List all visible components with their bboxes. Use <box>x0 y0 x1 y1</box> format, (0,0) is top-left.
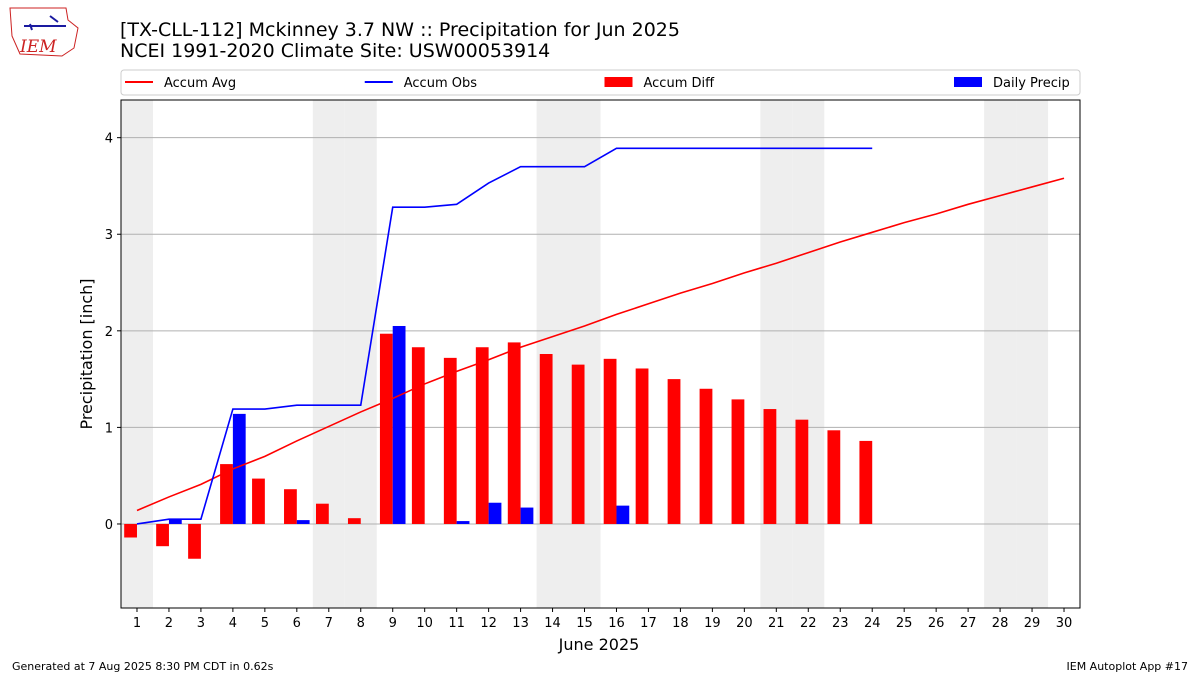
x-tick-label: 4 <box>229 616 237 631</box>
x-axis-label: June 2025 <box>558 635 640 654</box>
x-tick-label: 24 <box>864 616 881 631</box>
bar <box>827 430 841 524</box>
bar <box>616 505 630 524</box>
logo-icons <box>24 15 66 31</box>
bar <box>475 347 489 524</box>
x-tick-label: 19 <box>704 616 721 631</box>
x-tick-label: 2 <box>165 616 173 631</box>
weekend-shade <box>312 100 345 608</box>
bar <box>411 347 425 524</box>
legend-swatch <box>604 77 633 87</box>
x-tick-label: 6 <box>293 616 301 631</box>
y-tick-label: 1 <box>105 421 113 436</box>
x-tick-label: 10 <box>416 616 433 631</box>
bar <box>443 357 457 524</box>
x-tick-label: 13 <box>512 616 529 631</box>
footer-left: Generated at 7 Aug 2025 8:30 PM CDT in 0… <box>12 660 274 673</box>
x-tick-label: 7 <box>325 616 333 631</box>
plot-frame <box>120 99 1081 609</box>
x-tick-label: 18 <box>672 616 689 631</box>
x-tick-label: 23 <box>832 616 849 631</box>
line <box>136 177 1065 512</box>
bar <box>763 409 777 524</box>
y-tick-label: 0 <box>105 518 113 533</box>
bar <box>188 523 201 559</box>
weekend-shade <box>760 100 793 608</box>
bar <box>859 440 873 524</box>
legend-swatch <box>954 77 982 87</box>
footer-right: IEM Autoplot App #17 <box>1067 660 1189 673</box>
x-tick-label: 3 <box>197 616 205 631</box>
legend-label: Accum Avg <box>164 76 236 91</box>
bar <box>284 489 297 524</box>
bar <box>667 379 681 524</box>
x-tick-label: 15 <box>576 616 593 631</box>
bar <box>168 519 182 524</box>
weekend-shade <box>984 100 1017 608</box>
bar <box>347 518 361 524</box>
weekend-shade <box>344 100 377 608</box>
bar <box>635 368 649 524</box>
x-tick-label: 17 <box>640 616 657 631</box>
legend-label: Daily Precip <box>993 76 1070 91</box>
x-tick-label: 8 <box>357 616 365 631</box>
bar <box>156 523 169 547</box>
x-tick-label: 26 <box>928 616 945 631</box>
bar <box>520 507 534 524</box>
bar <box>315 503 329 524</box>
bar <box>539 354 553 524</box>
weekend-shade <box>1016 100 1049 608</box>
bar <box>488 502 502 524</box>
x-tick-label: 21 <box>768 616 785 631</box>
x-tick-label: 16 <box>608 616 625 631</box>
y-axis-label: Precipitation [inch] <box>77 278 96 429</box>
logo-outline <box>9 7 79 57</box>
bar <box>124 523 137 538</box>
x-tick-label: 9 <box>389 616 397 631</box>
x-tick-label: 28 <box>992 616 1009 631</box>
x-tick-label: 20 <box>736 616 753 631</box>
bar <box>571 364 585 524</box>
bar <box>731 399 745 524</box>
bar <box>603 358 617 524</box>
y-tick-label: 2 <box>105 325 113 340</box>
x-tick-label: 30 <box>1056 616 1073 631</box>
line <box>136 147 873 525</box>
x-tick-label: 25 <box>896 616 913 631</box>
x-tick-label: 29 <box>1024 616 1041 631</box>
bar <box>252 478 265 524</box>
x-tick-label: 27 <box>960 616 977 631</box>
bar <box>232 413 246 524</box>
bar <box>456 521 470 524</box>
bar <box>392 325 406 524</box>
logo: IEM <box>9 7 79 57</box>
weekend-shade <box>568 100 601 608</box>
x-tick-label: 22 <box>800 616 817 631</box>
bar <box>699 388 713 524</box>
weekend-shade <box>792 100 825 608</box>
y-tick-label: 4 <box>105 132 113 147</box>
x-tick-label: 12 <box>480 616 497 631</box>
legend-label: Accum Diff <box>644 76 716 91</box>
logo-text: IEM <box>19 37 57 57</box>
y-tick-label: 3 <box>105 228 113 243</box>
bar <box>379 333 393 524</box>
bar <box>795 419 809 524</box>
legend-label: Accum Obs <box>404 76 477 91</box>
bar <box>507 342 521 524</box>
bar <box>296 520 310 524</box>
chart-title: [TX-CLL-112] Mckinney 3.7 NW :: Precipit… <box>120 19 680 41</box>
chart-subtitle: NCEI 1991-2020 Climate Site: USW00053914 <box>120 40 550 62</box>
x-tick-label: 14 <box>544 616 561 631</box>
x-tick-label: 11 <box>448 616 465 631</box>
legend-box <box>120 69 1081 96</box>
bar <box>220 464 233 524</box>
x-tick-label: 1 <box>133 616 141 631</box>
x-tick-label: 5 <box>261 616 269 631</box>
